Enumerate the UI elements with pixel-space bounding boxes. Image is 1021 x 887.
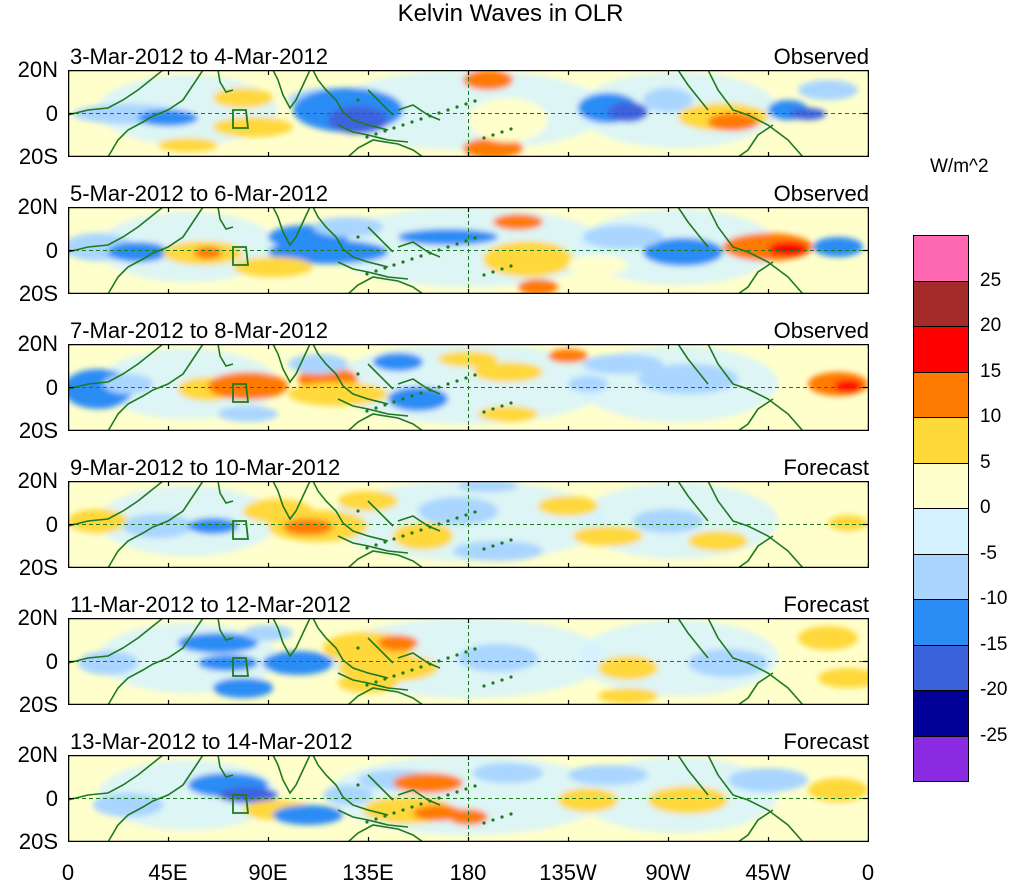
coastlines xyxy=(68,207,804,294)
colorbar-label: 15 xyxy=(980,360,1002,382)
latitude-tick-label: 20N xyxy=(17,605,58,630)
panel-date-range: 5-Mar-2012 to 6-Mar-2012 xyxy=(70,181,329,206)
colorbar-label: 20 xyxy=(980,315,1002,336)
latitude-tick-label: 20S xyxy=(18,281,58,306)
latitude-tick-label: 20S xyxy=(18,144,58,169)
colorbar-label: 0 xyxy=(980,497,991,518)
colorbar-swatch xyxy=(913,462,969,509)
latitude-tick-label: 0 xyxy=(45,238,58,263)
longitude-tick-label: 45W xyxy=(745,860,791,885)
panel-status: Observed xyxy=(773,318,869,343)
region-box xyxy=(232,383,250,403)
colorbar-swatch xyxy=(913,371,969,418)
coastlines xyxy=(68,344,804,431)
longitude-tick-label: 45E xyxy=(148,860,188,885)
panel-status: Forecast xyxy=(783,455,869,480)
latitude-tick-label: 20N xyxy=(17,57,58,82)
panel-status: Observed xyxy=(773,181,869,206)
colorbar-label: 25 xyxy=(980,269,1002,291)
panel-status: Observed xyxy=(773,44,869,69)
latitude-tick-label: 20N xyxy=(17,331,58,356)
colorbar-swatch xyxy=(913,553,969,600)
colorbar-label: -10 xyxy=(980,588,1008,609)
region-box xyxy=(232,657,250,677)
coastlines xyxy=(68,618,804,705)
latitude-tick-label: 20S xyxy=(18,418,58,443)
panel-date-range: 13-Mar-2012 to 14-Mar-2012 xyxy=(70,729,353,754)
colorbar-units: W/m^2 xyxy=(930,156,989,177)
longitude-tick-label: 90E xyxy=(248,860,288,885)
colorbar-swatch xyxy=(913,690,969,737)
latitude-tick-label: 0 xyxy=(45,649,58,674)
colorbar-label: -25 xyxy=(980,724,1008,746)
colorbar-label: -15 xyxy=(980,633,1008,655)
latitude-tick-label: 20S xyxy=(18,829,58,854)
olr-anomaly-map xyxy=(68,481,869,568)
region-box xyxy=(232,794,250,814)
panel-date-range: 11-Mar-2012 to 12-Mar-2012 xyxy=(70,592,351,617)
colorbar-swatch xyxy=(913,417,969,464)
map-panel-2 xyxy=(68,207,869,294)
map-panel-5 xyxy=(68,618,869,705)
colorbar-swatch xyxy=(913,326,969,373)
colorbar-swatch xyxy=(913,644,969,691)
colorbar-swatch xyxy=(913,235,969,282)
panel-date-range: 3-Mar-2012 to 4-Mar-2012 xyxy=(70,44,329,69)
latitude-tick-label: 0 xyxy=(45,375,58,400)
olr-anomaly-map xyxy=(68,70,869,157)
longitude-tick-label: 180 xyxy=(449,860,487,885)
region-box xyxy=(232,520,250,540)
olr-anomaly-map xyxy=(68,618,869,705)
olr-anomaly-map xyxy=(68,755,869,842)
longitude-tick-label: 90W xyxy=(645,860,691,885)
colorbar-swatch xyxy=(913,735,969,782)
longitude-tick-label: 0 xyxy=(61,860,75,885)
longitude-tick-label: 0 xyxy=(861,860,875,885)
olr-anomaly-map xyxy=(68,344,869,431)
colorbar-swatch xyxy=(913,280,969,327)
coastlines xyxy=(68,481,804,568)
colorbar-label: 5 xyxy=(980,451,991,473)
colorbar-label: -5 xyxy=(980,542,997,564)
longitude-tick-label: 135E xyxy=(342,860,394,885)
panel-date-range: 7-Mar-2012 to 8-Mar-2012 xyxy=(70,318,329,343)
latitude-tick-label: 20N xyxy=(17,468,58,493)
latitude-tick-label: 0 xyxy=(45,512,58,537)
colorbar-swatch xyxy=(913,599,969,646)
coastlines xyxy=(68,70,804,157)
colorbar-swatch xyxy=(913,508,969,555)
latitude-tick-label: 0 xyxy=(45,101,58,126)
colorbar-label: -20 xyxy=(980,679,1008,700)
panel-status: Forecast xyxy=(783,729,869,754)
latitude-tick-label: 20S xyxy=(18,555,58,580)
latitude-tick-label: 20S xyxy=(18,692,58,717)
region-box xyxy=(232,109,250,129)
longitude-tick-label: 135W xyxy=(539,860,597,885)
olr-anomaly-map xyxy=(68,207,869,294)
panel-status: Forecast xyxy=(783,592,869,617)
map-title: Kelvin Waves in OLR xyxy=(397,0,624,27)
colorbar-label: 10 xyxy=(980,406,1002,427)
map-panel-1 xyxy=(68,70,869,157)
map-panel-6 xyxy=(68,755,869,842)
map-panel-3 xyxy=(68,344,869,431)
latitude-tick-label: 20N xyxy=(17,194,58,219)
latitude-tick-label: 20N xyxy=(17,742,58,767)
map-panel-4 xyxy=(68,481,869,568)
latitude-tick-label: 0 xyxy=(45,786,58,811)
coastlines xyxy=(68,755,804,842)
panel-date-range: 9-Mar-2012 to 10-Mar-2012 xyxy=(70,455,341,480)
region-box xyxy=(232,246,250,266)
